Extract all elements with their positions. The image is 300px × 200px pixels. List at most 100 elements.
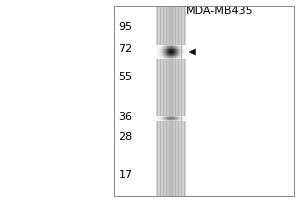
Bar bbox=[156, 48, 157, 49]
Bar bbox=[159, 53, 160, 54]
Bar bbox=[180, 120, 181, 121]
Bar bbox=[162, 53, 163, 54]
Bar bbox=[178, 58, 179, 59]
Bar bbox=[158, 57, 159, 58]
Bar bbox=[184, 49, 185, 50]
Bar bbox=[180, 54, 181, 55]
Bar bbox=[168, 6, 169, 196]
Bar bbox=[171, 55, 172, 56]
Bar bbox=[173, 58, 174, 59]
Bar bbox=[164, 119, 165, 120]
Bar bbox=[162, 6, 163, 196]
Bar bbox=[170, 52, 171, 53]
Bar bbox=[160, 6, 161, 196]
Bar bbox=[183, 51, 184, 52]
Bar bbox=[156, 118, 157, 119]
Bar bbox=[156, 46, 157, 47]
Bar bbox=[168, 119, 169, 120]
Bar bbox=[171, 53, 172, 54]
Bar bbox=[158, 45, 159, 46]
Bar bbox=[168, 48, 169, 49]
Bar bbox=[158, 50, 159, 51]
Bar bbox=[178, 49, 179, 50]
Bar bbox=[165, 47, 166, 48]
Bar bbox=[160, 55, 161, 56]
Bar bbox=[168, 116, 169, 117]
Bar bbox=[181, 56, 182, 57]
Bar bbox=[114, 6, 294, 196]
Bar bbox=[156, 119, 157, 120]
Bar bbox=[156, 116, 157, 117]
Bar bbox=[185, 45, 186, 46]
Bar bbox=[177, 54, 178, 55]
Bar bbox=[173, 54, 174, 55]
Bar bbox=[173, 47, 174, 48]
Bar bbox=[171, 45, 172, 46]
Bar bbox=[176, 45, 177, 46]
Bar bbox=[177, 55, 178, 56]
Bar bbox=[159, 55, 160, 56]
Bar bbox=[178, 118, 179, 119]
Bar bbox=[174, 116, 175, 117]
Bar bbox=[162, 120, 163, 121]
Bar bbox=[176, 119, 177, 120]
Bar bbox=[185, 46, 186, 47]
Bar bbox=[169, 50, 170, 51]
Bar bbox=[158, 54, 159, 55]
Bar bbox=[183, 48, 184, 49]
Bar bbox=[165, 52, 166, 53]
Bar bbox=[178, 53, 179, 54]
Bar bbox=[178, 116, 179, 117]
Bar bbox=[180, 53, 181, 54]
Bar bbox=[158, 120, 159, 121]
Bar bbox=[160, 56, 161, 57]
Bar bbox=[158, 117, 159, 118]
Bar bbox=[160, 45, 161, 46]
Bar bbox=[177, 45, 178, 46]
Bar bbox=[180, 46, 181, 47]
Bar bbox=[178, 46, 179, 47]
Bar bbox=[176, 117, 177, 118]
Bar bbox=[185, 50, 186, 51]
Bar bbox=[162, 55, 163, 56]
Bar bbox=[162, 117, 163, 118]
Bar bbox=[169, 48, 170, 49]
Bar bbox=[169, 46, 170, 47]
Bar bbox=[177, 117, 178, 118]
Bar bbox=[170, 6, 171, 196]
Bar bbox=[178, 56, 179, 57]
Bar bbox=[164, 50, 165, 51]
Bar bbox=[180, 49, 181, 50]
Bar bbox=[180, 55, 181, 56]
Bar bbox=[184, 52, 185, 53]
Bar bbox=[157, 51, 158, 52]
Bar bbox=[169, 57, 170, 58]
Bar bbox=[174, 52, 175, 53]
Bar bbox=[180, 56, 181, 57]
Bar bbox=[177, 47, 178, 48]
Bar bbox=[161, 120, 162, 121]
Bar bbox=[170, 118, 171, 119]
Bar bbox=[172, 48, 173, 49]
Bar bbox=[172, 56, 173, 57]
Bar bbox=[176, 56, 177, 57]
Bar bbox=[168, 118, 169, 119]
Bar bbox=[160, 49, 161, 50]
Bar bbox=[170, 49, 171, 50]
Bar bbox=[184, 120, 185, 121]
Bar bbox=[179, 56, 180, 57]
Bar bbox=[160, 46, 161, 47]
Bar bbox=[161, 58, 162, 59]
Bar bbox=[157, 117, 158, 118]
Bar bbox=[185, 48, 186, 49]
Bar bbox=[162, 54, 163, 55]
Bar bbox=[160, 48, 161, 49]
Bar bbox=[185, 58, 186, 59]
Bar bbox=[179, 58, 180, 59]
Bar bbox=[157, 50, 158, 51]
Bar bbox=[181, 118, 182, 119]
Bar bbox=[176, 6, 177, 196]
Bar bbox=[185, 119, 186, 120]
Bar bbox=[177, 48, 178, 49]
Bar bbox=[156, 47, 157, 48]
